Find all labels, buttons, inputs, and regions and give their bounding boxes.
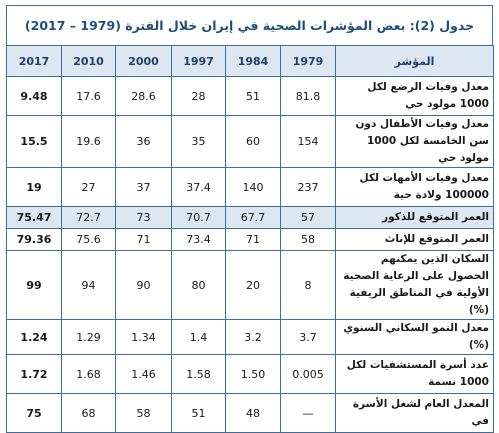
cell: 1.68 — [61, 354, 116, 394]
cell: 75.6 — [61, 228, 116, 251]
cell: 58 — [115, 393, 172, 433]
table-row: المعدل العام لشغل الأسرة في — 48 51 58 6… — [6, 393, 494, 433]
cell: 75.47 — [6, 206, 62, 229]
table-row: معدل النمو السكاني السنوي (%) 3.7 3.2 1.… — [6, 319, 494, 355]
table-row: عدد أسرة المستشفيات لكل 1000 نسمة 0.005 … — [6, 354, 494, 394]
cell: 15.5 — [6, 115, 62, 168]
cell: 75 — [6, 393, 62, 433]
cell: 140 — [225, 167, 281, 207]
table-row: العمر المتوقع للذكور 57 67.7 70.7 73 72.… — [6, 206, 494, 229]
cell: 1.34 — [115, 319, 172, 355]
cell: 20 — [225, 250, 281, 320]
header-indicator: المؤشر — [335, 45, 494, 77]
cell: 28 — [171, 76, 226, 116]
header-year: 1997 — [171, 45, 226, 77]
cell: 27 — [61, 167, 116, 207]
cell: 19.6 — [61, 115, 116, 168]
cell: 51 — [171, 393, 226, 433]
cell: 1.46 — [115, 354, 172, 394]
cell: 80 — [171, 250, 226, 320]
row-label: معدل وفيات الأمهات لكل 100000 ولادة حية — [335, 167, 494, 207]
cell: 68 — [61, 393, 116, 433]
cell: 1.29 — [61, 319, 116, 355]
cell: 28.6 — [115, 76, 172, 116]
cell: 71 — [225, 228, 281, 251]
cell: 79.36 — [6, 228, 62, 251]
cell: 3.7 — [280, 319, 336, 355]
row-label: العمر المتوقع للذكور — [335, 206, 494, 229]
header-year: 2000 — [115, 45, 172, 77]
cell: 73.4 — [171, 228, 226, 251]
row-label: معدل النمو السكاني السنوي (%) — [335, 319, 494, 355]
cell: 35 — [171, 115, 226, 168]
header-year: 2010 — [61, 45, 116, 77]
cell: 37 — [115, 167, 172, 207]
table-row: معدل وفيات الأطفال دون سن الخامسة لكل 10… — [6, 115, 494, 168]
cell: 1.50 — [225, 354, 281, 394]
header-year: 1979 — [280, 45, 336, 77]
cell: 99 — [6, 250, 62, 320]
cell: — — [280, 393, 336, 433]
row-label: المعدل العام لشغل الأسرة في — [335, 393, 494, 433]
cell: 1.24 — [6, 319, 62, 355]
health-indicators-table: المؤشر 1979 1984 1997 2000 2010 2017 معد… — [6, 45, 494, 433]
table-row: السكان الذين يمكنهم الحصول على الرعاية ا… — [6, 250, 494, 320]
table-caption: جدول (2): بعض المؤشرات الصحية في إيران خ… — [6, 5, 493, 45]
cell: 154 — [280, 115, 336, 168]
header-row: المؤشر 1979 1984 1997 2000 2010 2017 — [6, 45, 494, 77]
cell: 0.005 — [280, 354, 336, 394]
cell: 8 — [280, 250, 336, 320]
cell: 48 — [225, 393, 281, 433]
cell: 81.8 — [280, 76, 336, 116]
cell: 70.7 — [171, 206, 226, 229]
cell: 1.72 — [6, 354, 62, 394]
cell: 1.4 — [171, 319, 226, 355]
cell: 1.58 — [171, 354, 226, 394]
cell: 9.48 — [6, 76, 62, 116]
cell: 51 — [225, 76, 281, 116]
cell: 73 — [115, 206, 172, 229]
document-page: جدول (2): بعض المؤشرات الصحية في إيران خ… — [6, 5, 494, 433]
cell: 72.7 — [61, 206, 116, 229]
row-label: معدل وفيات الأطفال دون سن الخامسة لكل 10… — [335, 115, 494, 168]
header-year: 1984 — [225, 45, 281, 77]
cell: 237 — [280, 167, 336, 207]
row-label: العمر المتوقع للإناث — [335, 228, 494, 251]
cell: 37.4 — [171, 167, 226, 207]
table-row: معدل وفيات الأمهات لكل 100000 ولادة حية … — [6, 167, 494, 207]
cell: 94 — [61, 250, 116, 320]
cell: 19 — [6, 167, 62, 207]
cell: 58 — [280, 228, 336, 251]
table-row: العمر المتوقع للإناث 58 71 73.4 71 75.6 … — [6, 228, 494, 251]
cell: 57 — [280, 206, 336, 229]
header-year: 2017 — [6, 45, 62, 77]
row-label: معدل وفيات الرضع لكل 1000 مولود حي — [335, 76, 494, 116]
cell: 90 — [115, 250, 172, 320]
cell: 3.2 — [225, 319, 281, 355]
cell: 67.7 — [225, 206, 281, 229]
cell: 71 — [115, 228, 172, 251]
cell: 17.6 — [61, 76, 116, 116]
table-row: معدل وفيات الرضع لكل 1000 مولود حي 81.8 … — [6, 76, 494, 116]
cell: 60 — [225, 115, 281, 168]
cell: 36 — [115, 115, 172, 168]
row-label: عدد أسرة المستشفيات لكل 1000 نسمة — [335, 354, 494, 394]
row-label: السكان الذين يمكنهم الحصول على الرعاية ا… — [335, 250, 494, 320]
